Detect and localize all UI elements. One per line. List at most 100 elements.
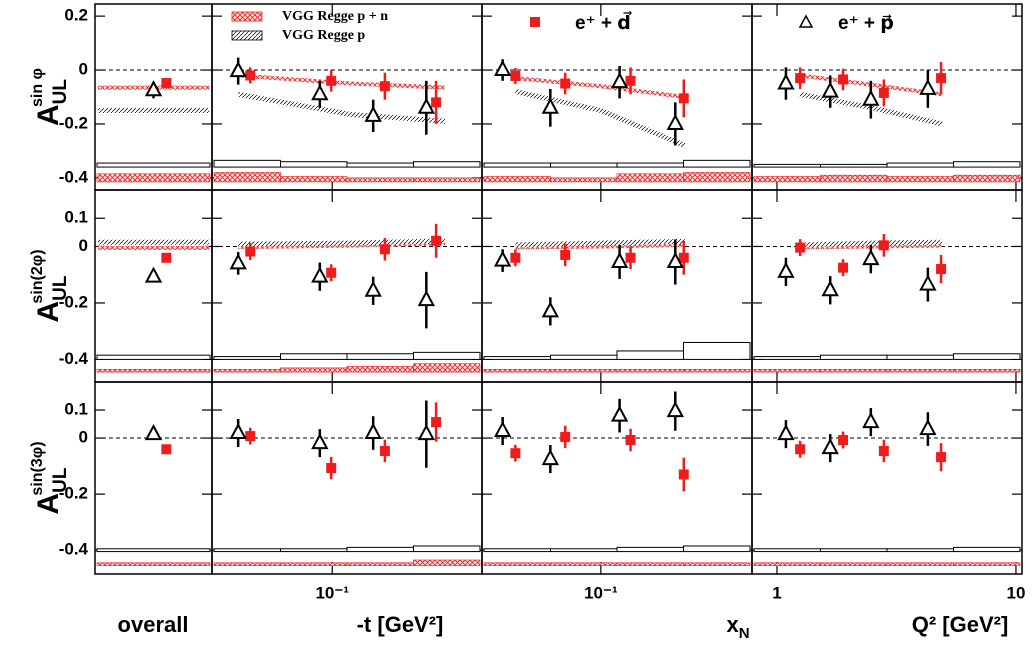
deuteron-point <box>326 75 337 86</box>
systematic-band <box>820 562 888 566</box>
systematic-band <box>483 176 551 183</box>
proton-point <box>610 251 629 268</box>
systematic-band <box>820 354 888 360</box>
x-tick-label: 10⁻¹ <box>584 583 618 602</box>
proton-point <box>821 81 839 98</box>
systematic-band <box>953 562 1021 566</box>
deuteron-point <box>510 252 521 263</box>
systematic-band <box>280 353 348 360</box>
systematic-band <box>550 162 618 168</box>
deuteron-point <box>379 445 390 456</box>
deuteron-point <box>379 81 390 92</box>
panel-frame <box>94 189 213 383</box>
y-label-sup: sin φ <box>29 68 46 107</box>
systematic-band <box>483 162 551 168</box>
systematic-band <box>280 548 348 553</box>
proton-point <box>493 250 512 267</box>
deuteron-point <box>878 87 889 98</box>
y-tick-label: 0 <box>79 236 88 255</box>
systematic-band <box>346 562 414 566</box>
systematic-band <box>953 161 1021 168</box>
deuteron-point <box>625 252 636 263</box>
y-tick-label: -0.2 <box>59 292 88 311</box>
deuteron-point <box>161 444 172 455</box>
deuteron-point <box>838 435 849 446</box>
systematic-band <box>683 545 751 553</box>
x-label-main: overall <box>118 612 189 637</box>
systematic-band <box>683 172 751 183</box>
systematic-band <box>753 562 821 566</box>
deuteron-point <box>431 235 442 246</box>
deuteron-point <box>678 469 689 480</box>
systematic-band <box>820 163 888 168</box>
deuteron-point <box>245 246 256 257</box>
proton-point <box>311 84 329 101</box>
systematic-band <box>616 350 684 360</box>
systematic-band <box>886 548 954 553</box>
systematic-band <box>820 174 888 183</box>
deuteron-point <box>625 75 636 86</box>
deuteron-point <box>625 435 636 446</box>
model-curve <box>238 73 446 90</box>
systematic-band <box>616 162 684 168</box>
y-label-sub: UL <box>50 275 71 301</box>
y-label-sub: UL <box>50 79 71 105</box>
systematic-band <box>413 559 481 566</box>
deuteron-point <box>560 431 571 442</box>
systematic-band <box>413 363 481 373</box>
model-curve <box>515 243 685 250</box>
x-tick-label: 10 <box>1006 583 1025 602</box>
systematic-band <box>96 162 211 168</box>
deuteron-point <box>161 252 172 263</box>
proton-point <box>144 424 163 441</box>
proton-point <box>919 274 937 291</box>
systematic-band <box>550 548 618 553</box>
legend-label: VGG Regge p <box>282 28 365 43</box>
systematic-band <box>683 341 751 360</box>
proton-point <box>417 290 435 307</box>
deuteron-point <box>245 70 256 81</box>
systematic-band <box>683 562 751 566</box>
panel-frame <box>751 381 1023 575</box>
y-label-sup: sin(3φ) <box>29 441 46 495</box>
y-axis-label: AULsin φ <box>29 68 71 126</box>
panel-frame <box>94 381 213 575</box>
proton-point <box>610 405 629 422</box>
systematic-band <box>213 172 281 183</box>
systematic-band <box>550 562 618 566</box>
deuteron-point <box>936 452 947 463</box>
y-tick-label: -0.4 <box>59 540 89 559</box>
proton-point <box>777 261 795 278</box>
x-tick-label: 1 <box>772 583 781 602</box>
y-label-sup: sin(2φ) <box>29 249 46 303</box>
y-tick-label: -0.2 <box>59 484 88 503</box>
deuteron-point <box>326 267 337 278</box>
legend-swatch <box>231 11 263 22</box>
x-label-main: x <box>726 612 739 637</box>
systematic-band <box>213 548 281 553</box>
model-curve <box>799 73 943 97</box>
y-tick-label: 0.2 <box>64 6 88 25</box>
model-curve <box>800 239 942 248</box>
systematic-band <box>953 368 1021 373</box>
systematic-band <box>953 353 1021 360</box>
legend-label: e⁺ + p⃗ <box>838 13 894 34</box>
x-tick-label: 10⁻¹ <box>315 583 349 602</box>
y-tick-label: 0 <box>79 428 88 447</box>
proton-point <box>919 418 937 436</box>
x-axis-label: -t [GeV²] <box>357 612 444 637</box>
systematic-band <box>753 548 821 553</box>
proton-point <box>364 280 382 297</box>
systematic-band <box>953 546 1021 553</box>
systematic-band <box>616 368 684 373</box>
systematic-band <box>820 548 888 553</box>
legend-marker <box>798 14 814 28</box>
model-curve <box>237 91 446 124</box>
y-tick-label: 0 <box>79 60 88 79</box>
model-curve <box>514 89 686 148</box>
proton-point <box>311 266 329 283</box>
systematic-band <box>280 176 348 183</box>
deuteron-point <box>936 264 947 275</box>
proton-point <box>666 401 684 418</box>
systematic-band <box>280 562 348 566</box>
